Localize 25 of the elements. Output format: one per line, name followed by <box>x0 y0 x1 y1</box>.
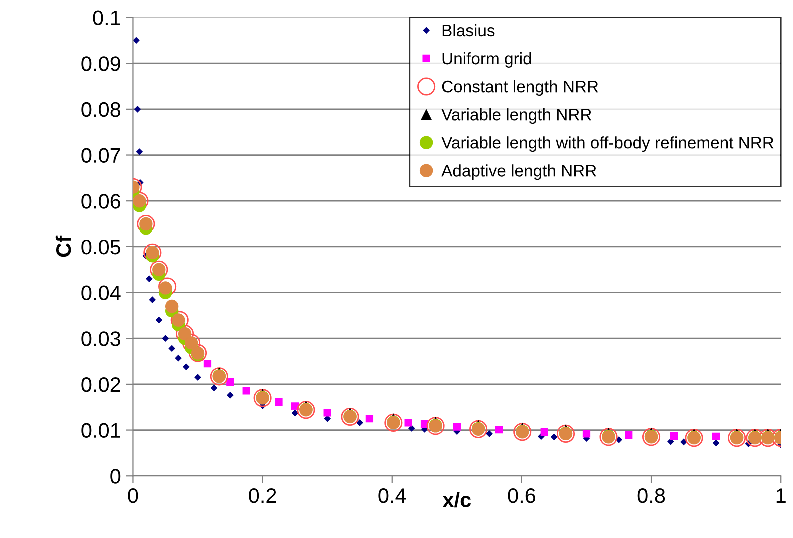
y-tick-label: 0.01 <box>82 423 120 438</box>
x-tick-label: 1 <box>776 488 786 504</box>
y-tick-label: 0.05 <box>82 240 121 255</box>
legend-label: Variable length NRR <box>442 108 592 124</box>
y-tick-label: 0.03 <box>82 332 121 346</box>
x-tick-label: 0.6 <box>508 488 536 504</box>
y-tick-label: 0 <box>110 469 121 484</box>
legend-label: Constant length NRR <box>442 80 598 96</box>
x-tick-label: 0.8 <box>638 488 666 504</box>
y-tick-label: 0.02 <box>82 377 120 392</box>
legend-label: Uniform grid <box>442 52 532 68</box>
legend-label: Variable length with off-body refinement NRR <box>442 136 774 152</box>
x-tick-label: 0 <box>128 488 138 504</box>
y-tick-label: 0.07 <box>82 148 120 164</box>
x-axis-title: x/c <box>442 492 472 508</box>
y-tick-label: 0.1 <box>93 10 120 26</box>
x-tick-label: 0.4 <box>378 488 406 504</box>
y-tick-label: 0.09 <box>82 56 120 72</box>
y-tick-label: 0.08 <box>82 102 121 118</box>
x-tick-label: 0.2 <box>249 488 276 504</box>
y-axis-title: Cf <box>56 236 72 258</box>
y-tick-label: 0.06 <box>82 194 121 209</box>
legend-label: Adaptive length NRR <box>442 164 596 180</box>
y-tick-label: 0.04 <box>82 286 121 301</box>
legend-label: Blasius <box>442 24 495 37</box>
